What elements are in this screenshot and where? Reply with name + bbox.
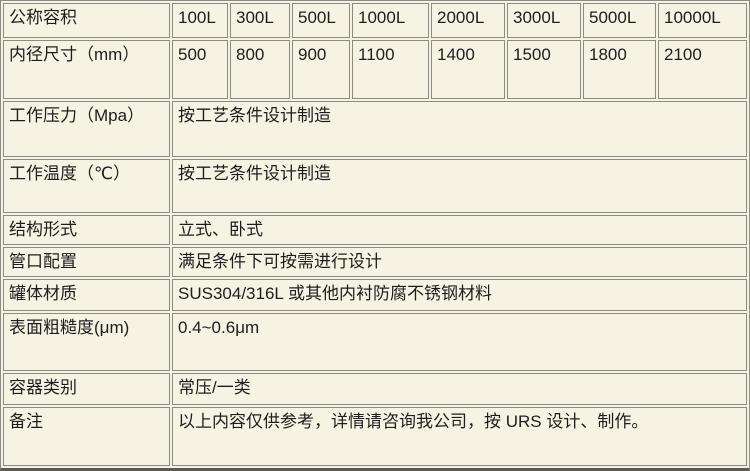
capacity-value: 500L	[292, 3, 350, 38]
row-structure-type: 结构形式 立式、卧式	[3, 215, 747, 245]
working-pressure-value: 按工艺条件设计制造	[172, 101, 747, 157]
diameter-value: 500	[172, 40, 228, 99]
row-label-remarks: 备注	[3, 407, 170, 466]
row-vessel-category: 容器类别 常压/一类	[3, 373, 747, 405]
diameter-value: 800	[230, 40, 290, 99]
row-label-nominal-capacity: 公称容积	[3, 3, 170, 38]
remarks-value: 以上内容仅供参考，详情请咨询我公司，按 URS 设计、制作。	[172, 407, 747, 466]
diameter-value: 1500	[507, 40, 581, 99]
diameter-value: 1800	[583, 40, 656, 99]
capacity-value: 3000L	[507, 3, 581, 38]
row-working-pressure: 工作压力（Mpa） 按工艺条件设计制造	[3, 101, 747, 157]
tank-material-value: SUS304/316L 或其他内衬防腐不锈钢材料	[172, 279, 747, 311]
row-label-surface-roughness: 表面粗糙度(μm)	[3, 313, 170, 371]
row-inner-diameter: 内径尺寸（mm） 500 800 900 1100 1400 1500 1800…	[3, 40, 747, 99]
row-working-temperature: 工作温度（℃） 按工艺条件设计制造	[3, 159, 747, 213]
capacity-value: 100L	[172, 3, 228, 38]
row-surface-roughness: 表面粗糙度(μm) 0.4~0.6μm	[3, 313, 747, 371]
row-nominal-capacity: 公称容积 100L 300L 500L 1000L 2000L 3000L 50…	[3, 3, 747, 38]
diameter-value: 1100	[352, 40, 429, 99]
row-label-inner-diameter: 内径尺寸（mm）	[3, 40, 170, 99]
diameter-value: 900	[292, 40, 350, 99]
row-label-working-pressure: 工作压力（Mpa）	[3, 101, 170, 157]
row-tank-material: 罐体材质 SUS304/316L 或其他内衬防腐不锈钢材料	[3, 279, 747, 311]
capacity-value: 10000L	[658, 3, 747, 38]
row-label-working-temperature: 工作温度（℃）	[3, 159, 170, 213]
row-remarks: 备注 以上内容仅供参考，详情请咨询我公司，按 URS 设计、制作。	[3, 407, 747, 466]
diameter-value: 1400	[431, 40, 505, 99]
capacity-value: 300L	[230, 3, 290, 38]
row-nozzle-configuration: 管口配置 满足条件下可按需进行设计	[3, 247, 747, 277]
row-label-tank-material: 罐体材质	[3, 279, 170, 311]
surface-roughness-value: 0.4~0.6μm	[172, 313, 747, 371]
structure-type-value: 立式、卧式	[172, 215, 747, 245]
working-temperature-value: 按工艺条件设计制造	[172, 159, 747, 213]
nozzle-configuration-value: 满足条件下可按需进行设计	[172, 247, 747, 277]
vessel-category-value: 常压/一类	[172, 373, 747, 405]
row-label-structure-type: 结构形式	[3, 215, 170, 245]
capacity-value: 1000L	[352, 3, 429, 38]
capacity-value: 5000L	[583, 3, 656, 38]
row-label-vessel-category: 容器类别	[3, 373, 170, 405]
row-label-nozzle-configuration: 管口配置	[3, 247, 170, 277]
capacity-value: 2000L	[431, 3, 505, 38]
diameter-value: 2100	[658, 40, 747, 99]
